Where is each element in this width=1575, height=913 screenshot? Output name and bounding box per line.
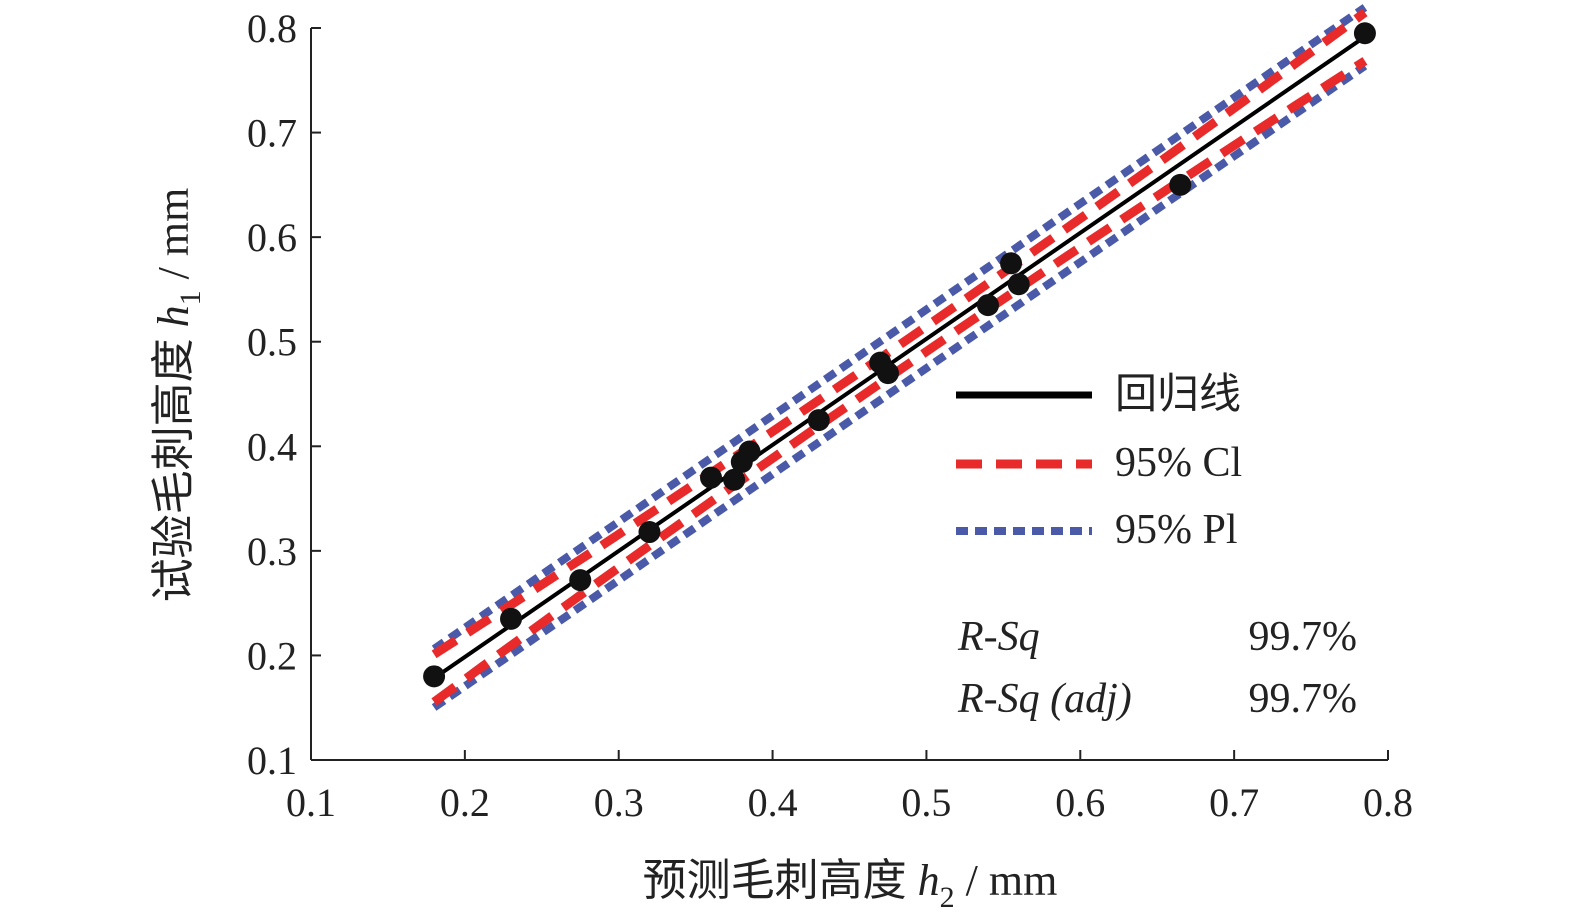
data-point — [976, 294, 999, 317]
y-tick-label: 0.6 — [247, 215, 297, 260]
data-point — [638, 521, 661, 544]
ci-lower-line — [431, 57, 1368, 706]
x-tick-label: 0.3 — [594, 780, 644, 825]
stat-value-rsq: 99.7% — [1249, 614, 1358, 660]
confidence-bands — [431, 4, 1368, 711]
stat-value-rsq-adj: 99.7% — [1249, 676, 1358, 722]
data-point — [423, 665, 446, 688]
data-point — [723, 468, 746, 491]
data-point — [569, 569, 592, 592]
x-tick-label: 0.7 — [1209, 780, 1259, 825]
ci-upper-line — [431, 8, 1368, 659]
x-axis-label: 预测毛刺高度 h2 / mm — [643, 856, 1058, 913]
x-tick-label: 0.8 — [1363, 780, 1413, 825]
data-point — [1000, 252, 1023, 275]
legend-label-pi: 95% Pl — [1115, 507, 1238, 553]
data-point — [738, 440, 761, 463]
stat-label-rsq: R-Sq — [957, 614, 1040, 660]
data-point — [1169, 173, 1192, 196]
y-tick-label: 0.8 — [247, 6, 297, 51]
axes: 0.1 0.2 0.3 0.4 0.5 0.6 0.7 0.8 0.1 0.2 0.3 0.4 0.5 0… — [247, 6, 1413, 825]
data-point — [700, 466, 723, 489]
pi-upper-line — [431, 4, 1368, 653]
data-point — [1353, 22, 1376, 45]
y-tick-label: 0.3 — [247, 529, 297, 574]
data-point — [876, 362, 899, 385]
x-tick-label: 0.2 — [440, 780, 490, 825]
y-tick-label: 0.4 — [247, 424, 297, 469]
data-point — [500, 607, 523, 630]
data-point — [807, 409, 830, 432]
y-tick-label: 0.5 — [247, 320, 297, 365]
y-tick-label: 0.7 — [247, 111, 297, 156]
x-tick-label: 0.1 — [286, 780, 336, 825]
x-tick-label: 0.6 — [1055, 780, 1105, 825]
y-tick-label: 0.1 — [247, 738, 297, 783]
x-tick-label: 0.4 — [748, 780, 798, 825]
y-tick-label: 0.2 — [247, 633, 297, 678]
legend: 回归线 95% Cl 95% Pl — [956, 372, 1242, 553]
y-axis-label: 试验毛刺高度 h1 / mm — [149, 188, 207, 603]
regression-line — [432, 35, 1367, 680]
pi-lower-line — [431, 62, 1368, 711]
stat-label-rsq-adj: R-Sq (adj) — [957, 676, 1132, 722]
x-tick-label: 0.5 — [901, 780, 951, 825]
data-points — [423, 22, 1376, 688]
fit-statistics: R-Sq 99.7% R-Sq (adj) 99.7% — [957, 614, 1357, 722]
data-point — [1007, 273, 1030, 296]
legend-label-ci: 95% Cl — [1115, 440, 1242, 486]
legend-label-regression: 回归线 — [1115, 372, 1241, 418]
